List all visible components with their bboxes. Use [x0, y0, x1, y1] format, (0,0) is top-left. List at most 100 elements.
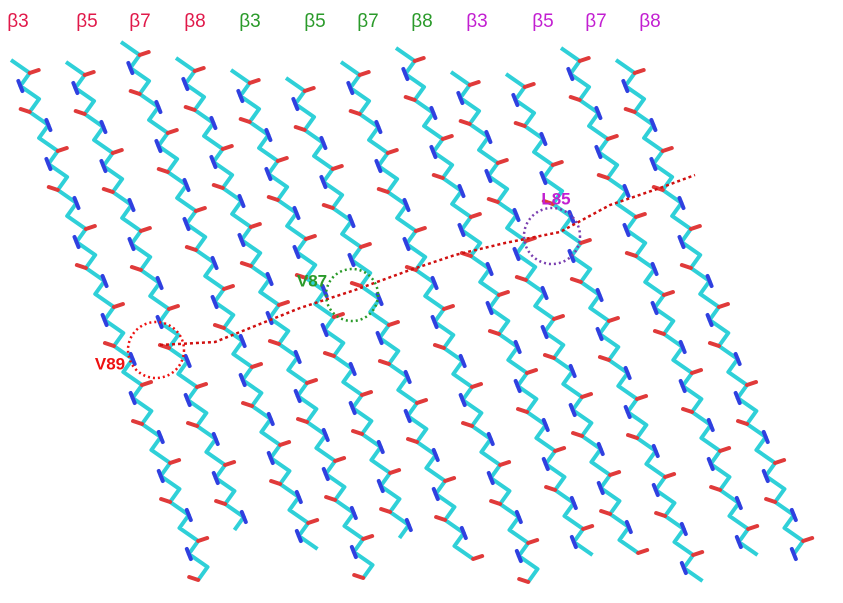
carbonyl — [296, 127, 305, 130]
carbonyl — [86, 226, 95, 229]
carbonyl — [408, 439, 417, 442]
carbonyl — [572, 279, 581, 282]
residue-label: V87 — [297, 271, 327, 290]
strand-label: β3 — [239, 11, 261, 32]
carbonyl — [389, 322, 398, 325]
carbonyl — [406, 97, 415, 100]
carbonyl — [553, 162, 562, 165]
carbonyl — [280, 442, 289, 445]
carbonyl — [711, 487, 720, 490]
carbonyl — [609, 318, 618, 321]
carbonyl — [105, 343, 114, 346]
carbonyl — [581, 240, 590, 243]
carbonyl — [307, 380, 316, 383]
carbonyl — [298, 419, 307, 422]
carbonyl — [748, 526, 757, 529]
carbonyl — [599, 175, 608, 178]
carbonyl — [335, 458, 344, 461]
carbonyl — [517, 277, 526, 280]
strand-label: β7 — [129, 11, 151, 32]
carbonyl — [747, 382, 756, 385]
carbonyl — [555, 448, 564, 451]
carbonyl — [250, 80, 259, 83]
carbonyl — [663, 148, 672, 151]
backbone — [11, 60, 208, 580]
carbonyl — [434, 175, 443, 178]
carbonyl — [435, 345, 444, 348]
carbonyl — [379, 189, 388, 192]
carbonyl — [187, 247, 196, 250]
carbonyl — [582, 394, 591, 397]
carbonyl — [215, 325, 224, 328]
carbonyl — [436, 517, 445, 520]
carbonyl — [738, 421, 747, 424]
carbonyl — [333, 166, 342, 169]
carbonyl — [21, 109, 30, 112]
carbonyl — [461, 121, 470, 124]
carbonyl — [354, 575, 363, 578]
carbonyl — [308, 520, 317, 523]
strand-label: β5 — [76, 11, 98, 32]
carbonyl — [270, 341, 279, 344]
backbone — [616, 60, 803, 554]
carbonyl — [635, 70, 644, 73]
carbonyl — [527, 370, 536, 373]
carbonyl — [463, 423, 472, 426]
carbonyl — [518, 409, 527, 412]
carbonyl — [325, 353, 334, 356]
chain — [176, 58, 373, 578]
carbonyl — [683, 409, 692, 412]
carbonyl — [416, 228, 425, 231]
carbonyl — [186, 107, 195, 110]
carbonyl — [545, 355, 554, 358]
carbonyl — [546, 487, 555, 490]
carbonyl — [655, 331, 664, 334]
carbonyl — [198, 538, 207, 541]
carbonyl — [390, 470, 399, 473]
carbonyl — [500, 462, 509, 465]
carbonyl — [803, 538, 812, 541]
strand-label: β3 — [466, 11, 488, 32]
carbonyl — [214, 185, 223, 188]
carbonyl — [131, 91, 140, 94]
carbonyl — [601, 511, 610, 514]
carbonyl — [197, 384, 206, 387]
carbonyl — [195, 68, 204, 71]
carbonyl — [516, 123, 525, 126]
residue-label: V89 — [95, 354, 125, 373]
figure: β3β5β7β8β3β5β7β8β3β5β7β8V89V87L85 — [0, 0, 843, 603]
carbonyl — [170, 460, 179, 463]
carbonyl — [353, 431, 362, 434]
carbonyl — [85, 72, 94, 75]
backbone — [506, 74, 703, 581]
carbonyl — [271, 481, 280, 484]
carbonyl — [583, 526, 592, 529]
chain — [561, 48, 758, 555]
carbonyl — [610, 472, 619, 475]
carbonyl — [305, 88, 314, 91]
carbonyl — [362, 392, 371, 395]
carbonyl — [693, 552, 702, 555]
carbonyl — [241, 119, 250, 122]
carbonyl — [528, 540, 537, 543]
strand-label: β3 — [7, 11, 29, 32]
carbonyl — [30, 70, 39, 73]
carbonyl — [470, 82, 479, 85]
carbonyl — [352, 283, 361, 286]
carbonyl — [573, 433, 582, 436]
carbonyl — [608, 136, 617, 139]
carbonyl — [692, 370, 701, 373]
strand-label: β8 — [184, 11, 206, 32]
carbonyl — [691, 226, 700, 229]
carbonyl — [445, 478, 454, 481]
carbonyl — [719, 304, 728, 307]
carbonyl — [141, 228, 150, 231]
carbonyl — [664, 292, 673, 295]
strand-label: β7 — [585, 11, 607, 32]
carbonyl — [324, 205, 333, 208]
residue-label: L85 — [541, 189, 570, 208]
carbonyl — [490, 331, 499, 334]
carbonyl — [76, 111, 85, 114]
carbonyl — [168, 130, 177, 133]
carbonyl — [351, 111, 360, 114]
